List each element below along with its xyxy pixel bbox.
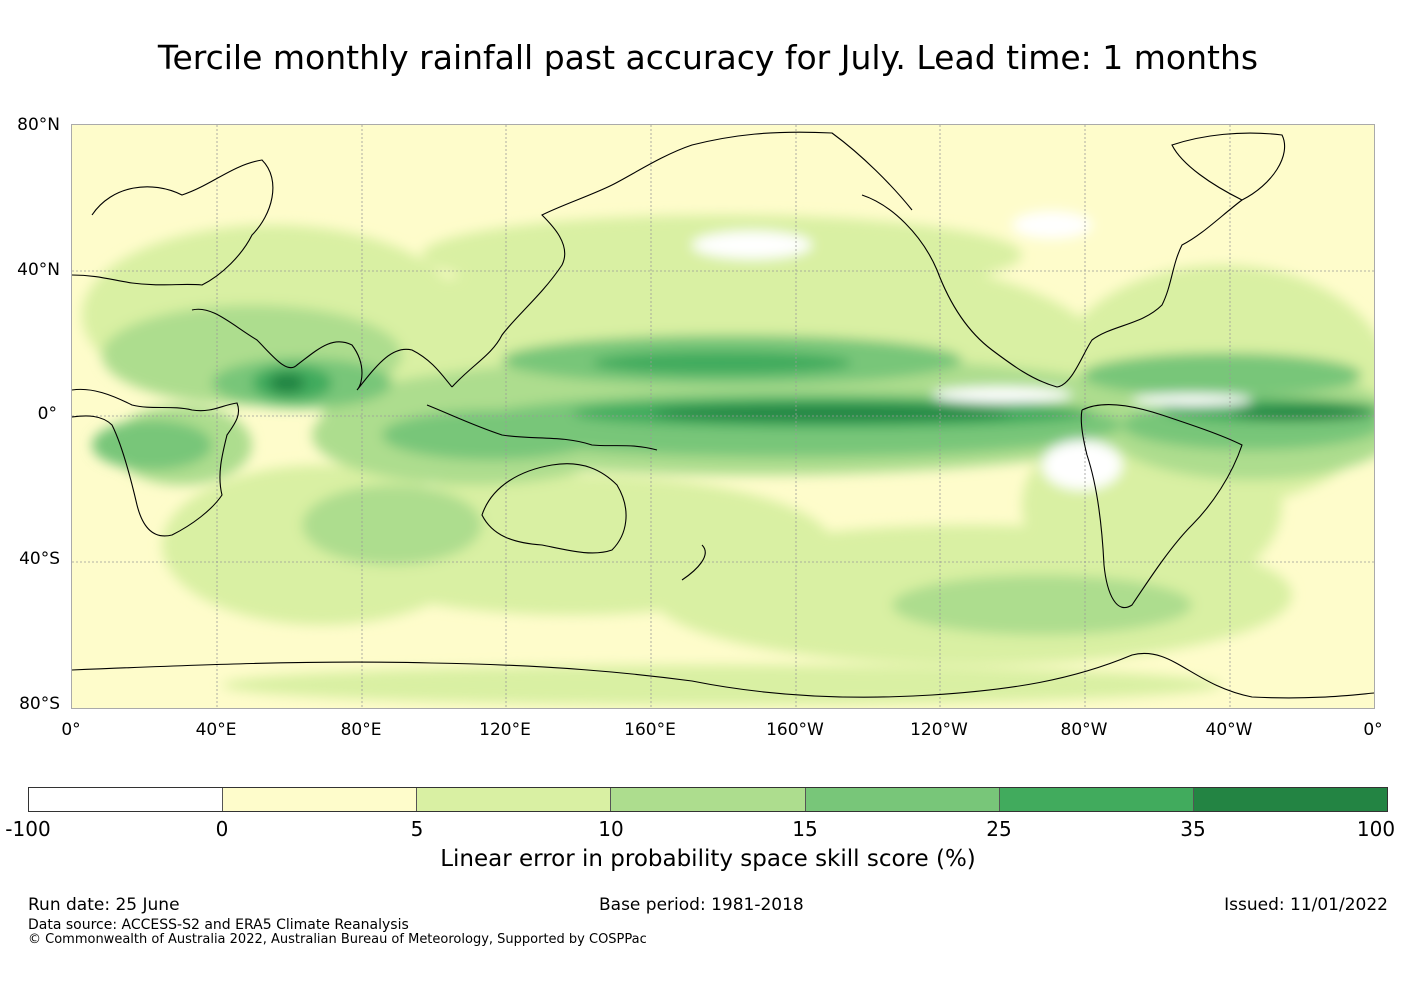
lon-label-40e: 40°E bbox=[195, 720, 237, 740]
coastline-africa bbox=[72, 388, 240, 537]
colorbar bbox=[28, 787, 1388, 812]
colorbar-label: Linear error in probability space skill … bbox=[440, 846, 976, 872]
coastline-east-asia bbox=[451, 131, 913, 388]
coastline-arabia-india bbox=[191, 308, 453, 391]
lat-label-40s: 40°S bbox=[19, 549, 60, 569]
lon-label-0-east: 0° bbox=[1363, 720, 1383, 740]
colorbar-segment bbox=[611, 788, 806, 811]
colorbar-segment bbox=[29, 788, 224, 811]
lon-label-120w: 120°W bbox=[910, 720, 968, 740]
colorbar-segment bbox=[999, 788, 1194, 811]
colorbar-tick: 25 bbox=[986, 817, 1012, 841]
coastline-greenland bbox=[1171, 132, 1286, 201]
skill-score-map bbox=[71, 124, 1375, 709]
gridlines bbox=[72, 125, 1374, 708]
lon-label-160w: 160°W bbox=[766, 720, 824, 740]
lon-label-80w: 80°W bbox=[1060, 720, 1108, 740]
colorbar-segment bbox=[417, 788, 612, 811]
colorbar-tick: 15 bbox=[792, 817, 818, 841]
lon-label-160e: 160°E bbox=[624, 720, 676, 740]
copyright: © Commonwealth of Australia 2022, Austra… bbox=[28, 932, 647, 947]
lat-label-40n: 40°N bbox=[17, 260, 60, 280]
colorbar-tick: 5 bbox=[410, 817, 424, 841]
lon-label-0: 0° bbox=[61, 720, 81, 740]
colorbar-segment bbox=[1193, 788, 1387, 811]
lon-label-80e: 80°E bbox=[340, 720, 382, 740]
coastline-new-zealand bbox=[681, 544, 706, 581]
colorbar-tick: 35 bbox=[1180, 817, 1206, 841]
coastline-australia bbox=[481, 463, 627, 554]
map-canvas bbox=[72, 125, 1374, 708]
coastline-north-america bbox=[861, 194, 1243, 388]
coastline-indonesia bbox=[426, 404, 658, 451]
coastlines bbox=[72, 131, 1374, 699]
issued-date: Issued: 11/01/2022 bbox=[1224, 895, 1388, 915]
lat-label-80s: 80°S bbox=[19, 694, 60, 714]
colorbar-tick: 0 bbox=[215, 817, 229, 841]
run-date: Run date: 25 June bbox=[28, 895, 180, 915]
colorbar-tick: -100 bbox=[5, 817, 51, 841]
data-source: Data source: ACCESS-S2 and ERA5 Climate … bbox=[28, 917, 409, 933]
lat-label-80n: 80°N bbox=[17, 115, 60, 135]
colorbar-tick: 100 bbox=[1356, 817, 1396, 841]
coastline-europe bbox=[72, 159, 274, 286]
lon-label-120e: 120°E bbox=[479, 720, 531, 740]
lon-label-40w: 40°W bbox=[1205, 720, 1253, 740]
colorbar-segment bbox=[223, 788, 418, 811]
coastline-antarctica bbox=[72, 652, 1374, 699]
base-period: Base period: 1981-2018 bbox=[599, 895, 804, 915]
map-title: Tercile monthly rainfall past accuracy f… bbox=[157, 38, 1259, 77]
colorbar-segment bbox=[805, 788, 1000, 811]
coastline-south-america bbox=[1080, 404, 1243, 608]
colorbar-tick: 10 bbox=[598, 817, 624, 841]
lat-label-0: 0° bbox=[37, 404, 57, 424]
skill-shading bbox=[82, 211, 1374, 705]
